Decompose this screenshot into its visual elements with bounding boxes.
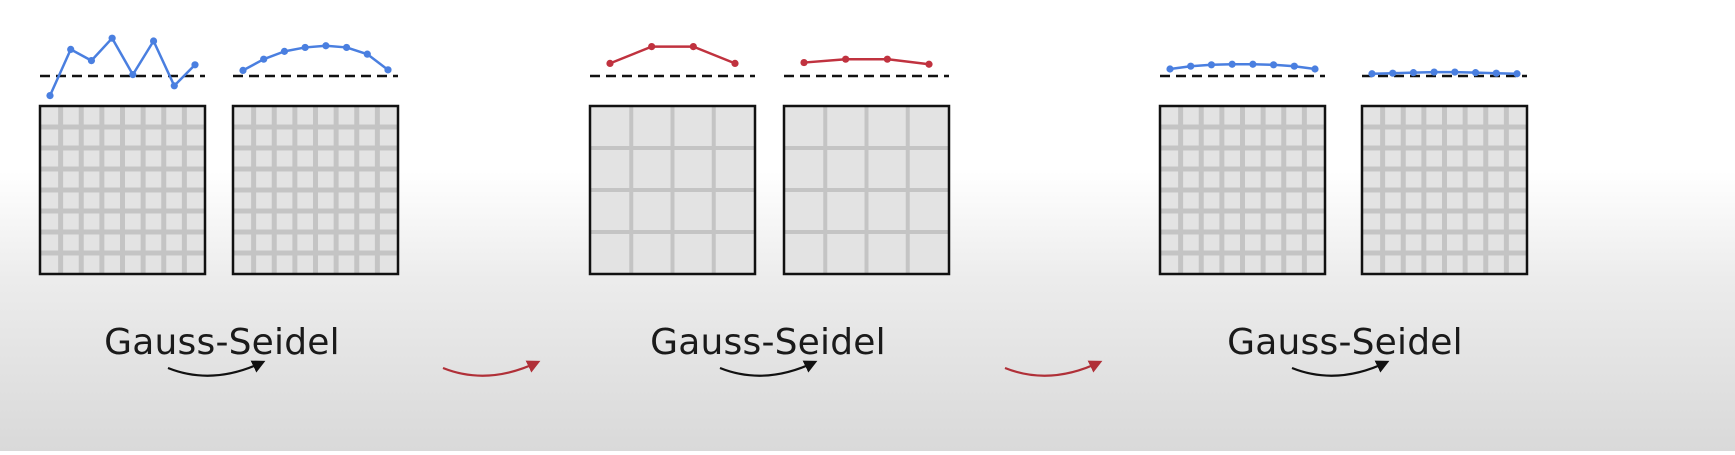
signal-point	[149, 37, 158, 45]
signal-point	[1389, 69, 1397, 77]
grid-4	[782, 104, 951, 276]
signal-point	[1187, 62, 1195, 70]
signal-point	[67, 45, 75, 54]
signal-point	[1269, 61, 1278, 69]
grid-frame	[588, 104, 757, 276]
signal-point	[648, 43, 656, 51]
signal-point	[606, 59, 614, 67]
signal-point	[883, 55, 891, 63]
signal-point	[129, 71, 137, 79]
stage-panel-3	[588, 43, 757, 276]
signal-point	[731, 59, 739, 67]
error-signal-1	[46, 34, 199, 100]
gauss-seidel-caption-1: Gauss-Seidel	[104, 322, 340, 363]
signal-point	[1368, 70, 1376, 78]
signal-point	[46, 92, 54, 100]
stage-panel-6	[1360, 68, 1529, 276]
grid-transfer-arrow-4	[1004, 360, 1103, 377]
signal-point	[925, 60, 933, 68]
signal-line	[609, 45, 736, 65]
signal-line	[803, 57, 930, 66]
stage-panel-1	[38, 34, 207, 276]
grid-frame	[231, 104, 400, 276]
signal-point	[170, 82, 178, 90]
gauss-seidel-caption-3: Gauss-Seidel	[1227, 322, 1463, 363]
error-signal-4	[800, 55, 933, 68]
grid-2	[231, 104, 400, 276]
signal-point	[1290, 62, 1298, 70]
signal-point	[689, 43, 697, 51]
error-signal-6	[1368, 68, 1521, 78]
signal-line	[48, 36, 196, 97]
signal-point	[363, 50, 371, 58]
error-signal-3	[606, 43, 739, 67]
signal-point	[260, 55, 268, 63]
signal-point	[108, 34, 116, 42]
signal-point	[1166, 65, 1174, 73]
signal-point	[1513, 70, 1521, 78]
signal-point	[280, 47, 289, 55]
signal-point	[342, 43, 351, 52]
signal-point	[1451, 68, 1459, 76]
grid-frame	[38, 104, 207, 276]
grid-frame	[1360, 104, 1529, 276]
signal-point	[1311, 65, 1319, 73]
error-signal-5	[1166, 60, 1319, 73]
signal-point	[384, 66, 392, 74]
signal-line	[242, 44, 389, 72]
error-signal-2	[239, 42, 392, 74]
stage-panel-5	[1158, 60, 1327, 276]
signal-point	[87, 57, 96, 65]
signal-point	[800, 58, 808, 67]
stage-panel-4	[782, 55, 951, 276]
grid-6	[1360, 104, 1529, 276]
signal-point	[1409, 69, 1418, 77]
grid-3	[588, 104, 757, 276]
grid-frame	[1158, 104, 1327, 276]
signal-point	[191, 61, 199, 69]
signal-point	[1492, 69, 1500, 77]
signal-point	[1207, 61, 1216, 69]
signal-point	[1249, 60, 1257, 68]
gauss-seidel-caption-2: Gauss-Seidel	[650, 322, 886, 363]
signal-point	[1430, 68, 1438, 76]
signal-point	[1228, 60, 1236, 68]
signal-point	[301, 43, 309, 52]
smoothing-arrow-1	[167, 360, 266, 377]
grid-transfer-arrow-2	[442, 360, 541, 377]
signal-point	[842, 55, 850, 63]
signal-point	[322, 42, 330, 50]
signal-point	[1471, 69, 1480, 77]
grid-1	[38, 104, 207, 276]
grid-frame	[782, 104, 951, 276]
smoothing-arrow-3	[719, 360, 818, 377]
stage-panel-2	[231, 42, 400, 276]
smoothing-arrow-5	[1291, 360, 1390, 377]
grid-5	[1158, 104, 1327, 276]
signal-point	[239, 66, 247, 74]
